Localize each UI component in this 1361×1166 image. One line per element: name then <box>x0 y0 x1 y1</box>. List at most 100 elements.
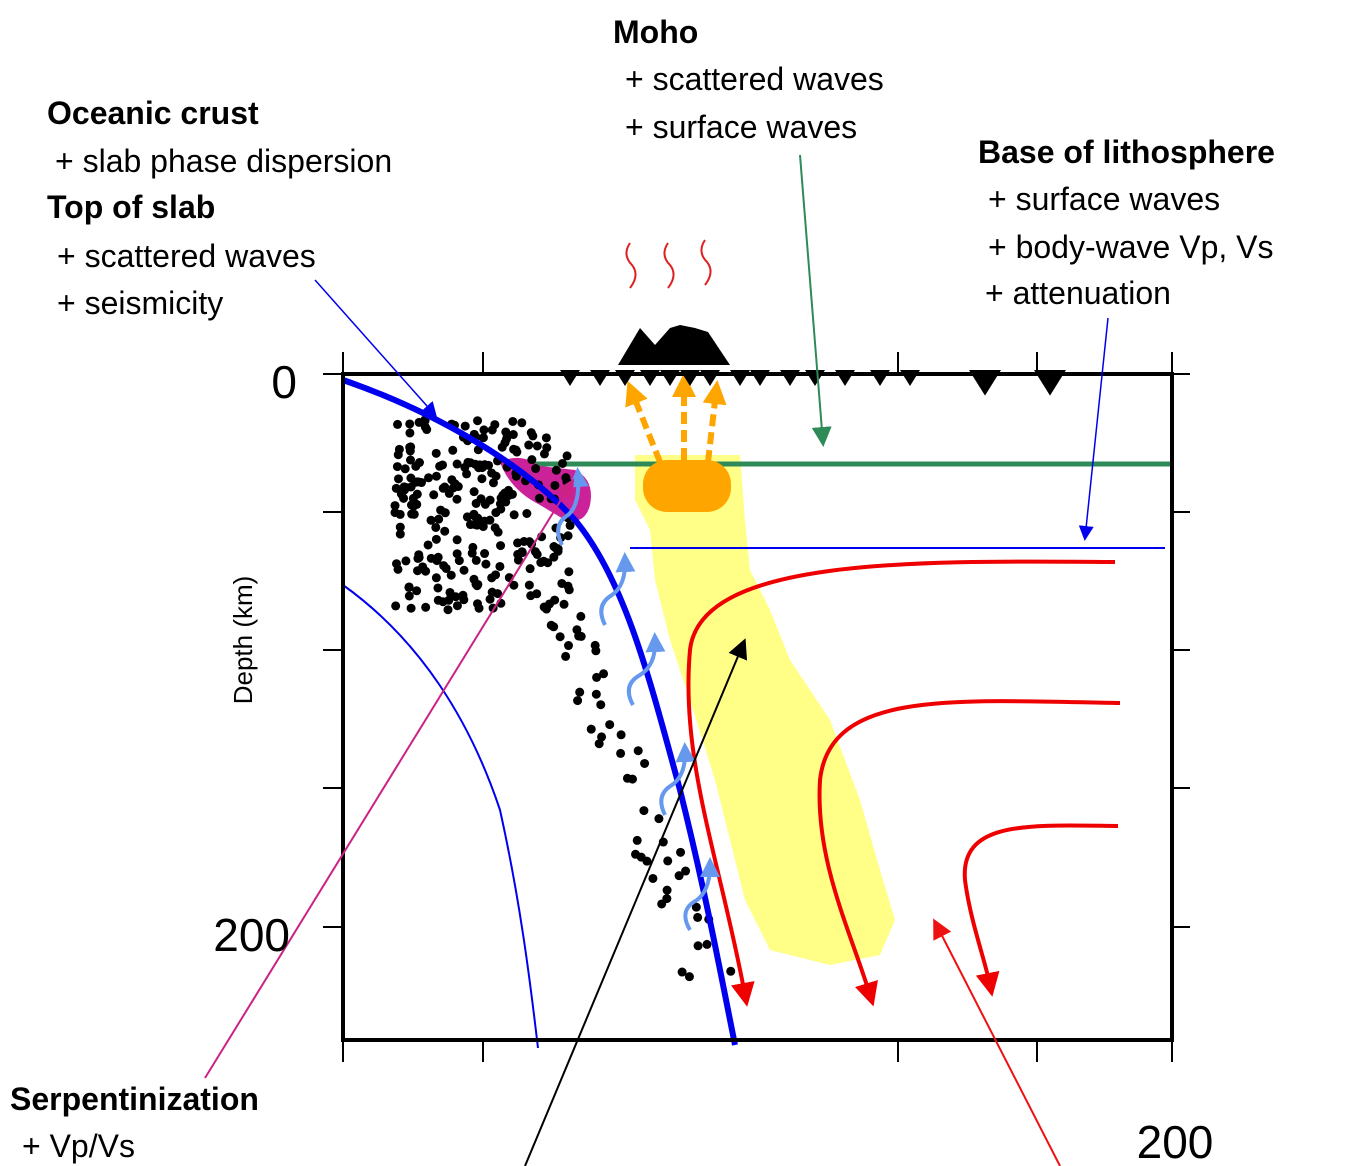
dot <box>674 871 684 881</box>
dot <box>575 687 585 697</box>
dot <box>591 646 601 656</box>
dot <box>541 433 551 443</box>
dots <box>390 415 736 982</box>
dot <box>501 427 511 437</box>
dot <box>662 885 672 895</box>
dot <box>395 522 405 532</box>
dot <box>485 594 495 604</box>
dot <box>681 866 691 876</box>
dot <box>531 464 541 474</box>
dot <box>539 449 549 459</box>
item: + slab phase dispersion <box>55 143 392 179</box>
dot <box>390 501 400 511</box>
dot <box>559 599 569 609</box>
dot <box>467 548 477 558</box>
dot <box>573 696 583 706</box>
dot <box>504 490 514 500</box>
dot <box>396 489 406 499</box>
dot <box>563 531 573 541</box>
item: + surface waves <box>625 109 857 145</box>
dot <box>592 672 602 682</box>
dot <box>517 547 527 557</box>
dot <box>726 966 736 976</box>
dot <box>393 450 403 460</box>
pointer <box>799 154 832 447</box>
pointer <box>204 478 575 1079</box>
melt-zone <box>635 455 895 965</box>
heading: Moho <box>613 14 698 50</box>
dot <box>474 463 484 473</box>
dot <box>530 547 540 557</box>
dot <box>406 603 416 613</box>
dot <box>407 509 417 519</box>
dot <box>473 416 483 426</box>
dot <box>444 488 454 498</box>
dot <box>405 442 415 452</box>
pointer <box>933 918 1061 1166</box>
dot <box>596 700 606 710</box>
dot <box>443 605 453 615</box>
dot <box>477 474 487 484</box>
dot <box>522 508 532 518</box>
dot <box>528 431 538 441</box>
dot <box>412 586 422 596</box>
dot <box>565 520 575 530</box>
dot <box>648 873 658 883</box>
dot <box>561 651 571 661</box>
dot <box>479 425 489 435</box>
slab-top <box>342 377 738 1046</box>
dot <box>594 739 604 749</box>
heading: Top of slab <box>47 189 215 225</box>
dot <box>487 425 497 435</box>
dot <box>405 419 415 429</box>
dot <box>454 556 464 566</box>
item: + scattered waves <box>57 238 316 274</box>
dot <box>406 455 416 465</box>
dot <box>526 591 536 601</box>
dot <box>597 732 607 742</box>
dot <box>562 451 572 461</box>
dot <box>495 561 505 571</box>
dot <box>640 758 650 768</box>
pointer <box>314 279 437 418</box>
dot <box>599 669 609 679</box>
dot <box>684 972 694 982</box>
dot <box>557 458 567 468</box>
dot <box>517 418 527 428</box>
dot <box>654 814 664 824</box>
dot <box>480 499 490 509</box>
dot <box>395 529 405 539</box>
dot <box>404 591 414 601</box>
dot <box>424 473 434 483</box>
dot <box>447 475 457 485</box>
dot <box>414 417 424 427</box>
pointer <box>524 638 748 1166</box>
dot <box>509 510 519 520</box>
dot <box>448 445 458 455</box>
dot <box>440 526 450 536</box>
dot <box>452 459 462 469</box>
dot <box>413 477 423 487</box>
plot-frame <box>341 372 1174 1042</box>
dot <box>413 566 423 576</box>
dot <box>539 602 549 612</box>
dot <box>632 835 642 845</box>
dot <box>469 487 479 497</box>
magma-chamber <box>643 460 731 512</box>
item: + surface waves <box>988 181 1220 217</box>
dot <box>440 482 450 492</box>
dot <box>423 540 433 550</box>
dot <box>572 625 582 635</box>
dot <box>452 494 462 504</box>
dot <box>693 941 703 951</box>
dot <box>462 512 472 522</box>
dot <box>431 471 441 481</box>
dot <box>433 552 443 562</box>
dot <box>433 583 443 593</box>
dot <box>564 585 574 595</box>
dot <box>435 461 445 471</box>
dot <box>431 522 441 532</box>
dot <box>439 561 449 571</box>
dot <box>446 570 456 580</box>
